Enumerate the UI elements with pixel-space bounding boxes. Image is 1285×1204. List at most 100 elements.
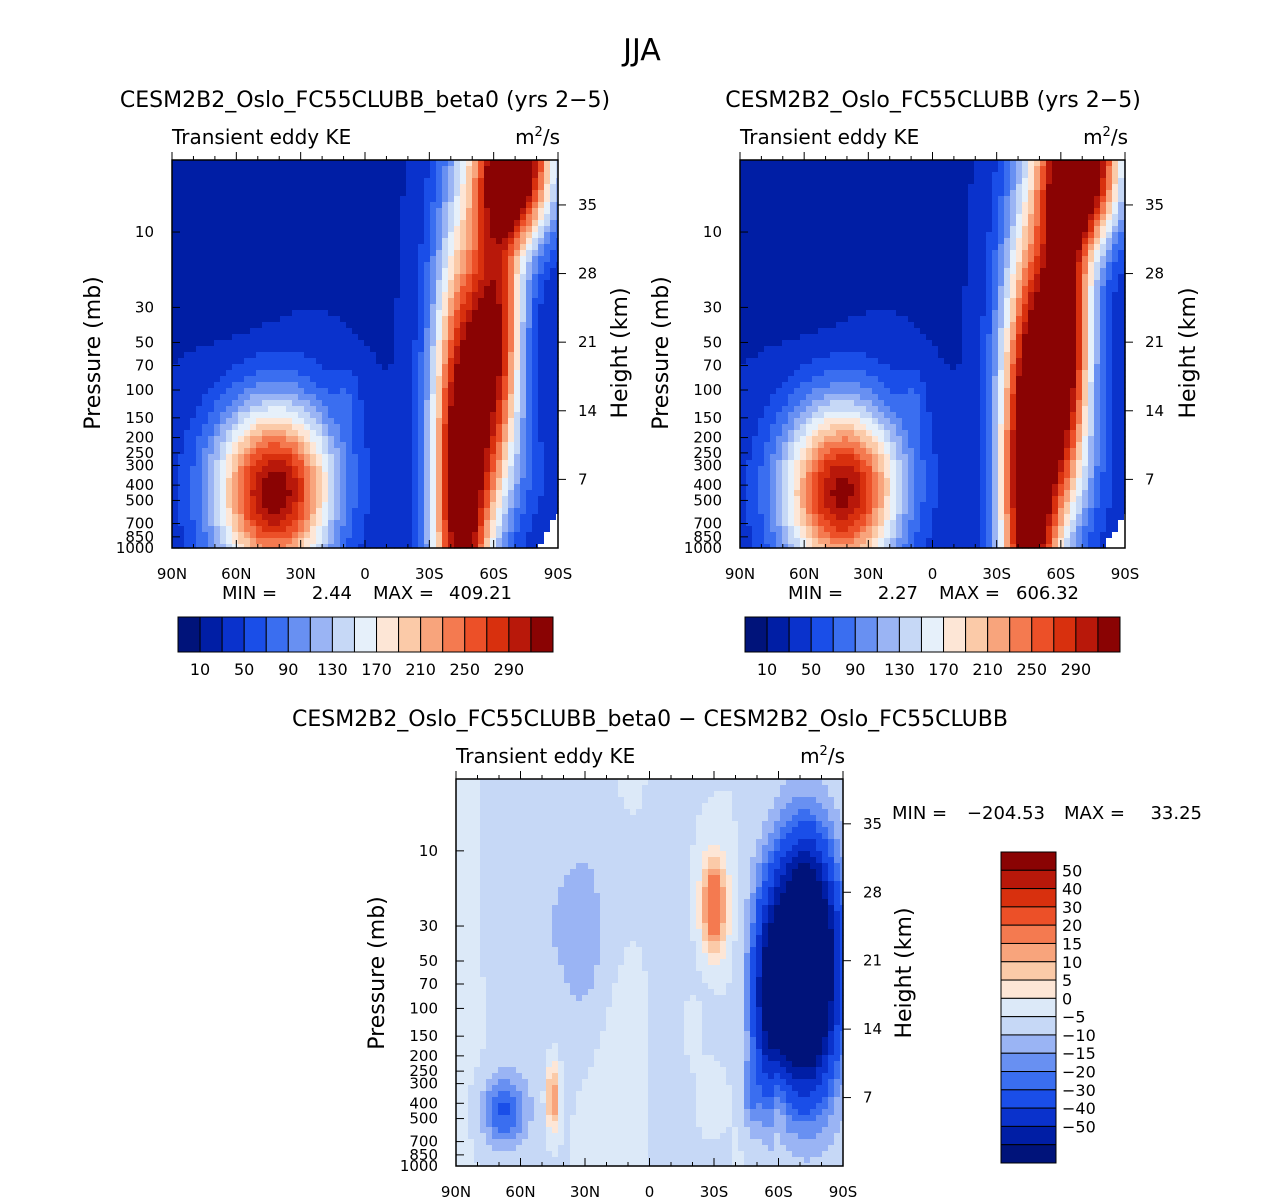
field-cell xyxy=(262,256,269,263)
field-cell xyxy=(1052,172,1059,179)
field-cell xyxy=(986,208,993,215)
field-cell xyxy=(908,208,915,215)
field-cell xyxy=(442,190,449,197)
field-cell xyxy=(478,544,485,549)
field-cell xyxy=(490,214,497,221)
field-cell xyxy=(478,472,485,479)
field-cell xyxy=(394,412,401,419)
field-cell xyxy=(764,202,771,209)
field-cell xyxy=(388,328,395,335)
field-cell xyxy=(340,448,347,455)
field-cell xyxy=(202,310,209,317)
field-cell xyxy=(232,484,239,491)
field-cell xyxy=(544,532,551,539)
field-cell xyxy=(514,526,521,533)
field-cell xyxy=(214,172,221,179)
field-cell xyxy=(460,190,467,197)
field-cell xyxy=(460,508,467,515)
field-cell xyxy=(956,214,963,221)
field-cell xyxy=(406,544,413,549)
field-cell xyxy=(454,442,461,449)
field-cell xyxy=(304,166,311,173)
field-cell xyxy=(184,196,191,203)
field-cell xyxy=(968,172,975,179)
field-cell xyxy=(896,190,903,197)
field-cell xyxy=(172,508,179,515)
min-label: MIN = xyxy=(222,583,277,604)
field-cell xyxy=(226,496,233,503)
field-cell xyxy=(520,184,527,191)
field-cell xyxy=(496,226,503,233)
height-tick-label: 28 xyxy=(578,265,597,283)
field-cell xyxy=(496,310,503,317)
field-cell xyxy=(220,262,227,269)
field-cell xyxy=(848,208,855,215)
field-cell xyxy=(316,226,323,233)
field-cell xyxy=(358,442,365,449)
field-cell xyxy=(376,250,383,257)
field-cell xyxy=(466,160,473,167)
field-cell xyxy=(262,304,269,311)
field-cell xyxy=(388,220,395,227)
field-cell xyxy=(370,358,377,365)
field-cell xyxy=(310,460,317,467)
field-cell xyxy=(184,172,191,179)
field-cell xyxy=(412,406,419,413)
field-cell xyxy=(286,358,293,365)
field-cell xyxy=(268,412,275,419)
field-cell xyxy=(412,526,419,533)
field-cell xyxy=(400,298,407,305)
field-cell xyxy=(896,166,903,173)
field-cell xyxy=(1022,214,1029,221)
field-cell xyxy=(920,184,927,191)
field-cell xyxy=(286,328,293,335)
field-cell xyxy=(388,448,395,455)
field-cell xyxy=(190,388,197,395)
field-cell xyxy=(334,502,341,509)
field-cell xyxy=(460,310,467,317)
field-cell xyxy=(232,490,239,497)
field-cell xyxy=(208,286,215,293)
field-cell xyxy=(250,250,257,257)
field-cell xyxy=(902,166,909,173)
field-cell xyxy=(460,340,467,347)
field-cell xyxy=(478,346,485,353)
field-cell xyxy=(424,460,431,467)
field-cell xyxy=(472,316,479,323)
field-cell xyxy=(830,208,837,215)
field-cell xyxy=(812,196,819,203)
field-cell xyxy=(352,454,359,461)
field-cell xyxy=(292,460,299,467)
field-cell xyxy=(340,496,347,503)
field-cell xyxy=(830,214,837,221)
field-cell xyxy=(358,430,365,437)
field-cell xyxy=(544,412,551,419)
field-cell xyxy=(358,298,365,305)
field-cell xyxy=(322,430,329,437)
field-cell xyxy=(280,280,287,287)
field-cell xyxy=(250,532,257,539)
field-cell xyxy=(430,526,437,533)
field-cell xyxy=(322,316,329,323)
field-cell xyxy=(226,232,233,239)
field-cell xyxy=(764,208,771,215)
field-cell xyxy=(406,538,413,545)
field-cell xyxy=(478,484,485,491)
field-cell xyxy=(526,520,533,527)
field-cell xyxy=(514,190,521,197)
field-cell xyxy=(226,532,233,539)
field-cell xyxy=(526,274,533,281)
field-cell xyxy=(950,172,957,179)
field-cell xyxy=(178,346,185,353)
field-cell xyxy=(496,214,503,221)
field-cell xyxy=(358,328,365,335)
field-cell xyxy=(890,172,897,179)
field-cell xyxy=(370,454,377,461)
field-cell xyxy=(262,382,269,389)
field-cell xyxy=(526,172,533,179)
field-cell xyxy=(388,184,395,191)
field-cell xyxy=(526,178,533,185)
field-cell xyxy=(184,334,191,341)
field-cell xyxy=(346,532,353,539)
field-cell xyxy=(466,478,473,485)
